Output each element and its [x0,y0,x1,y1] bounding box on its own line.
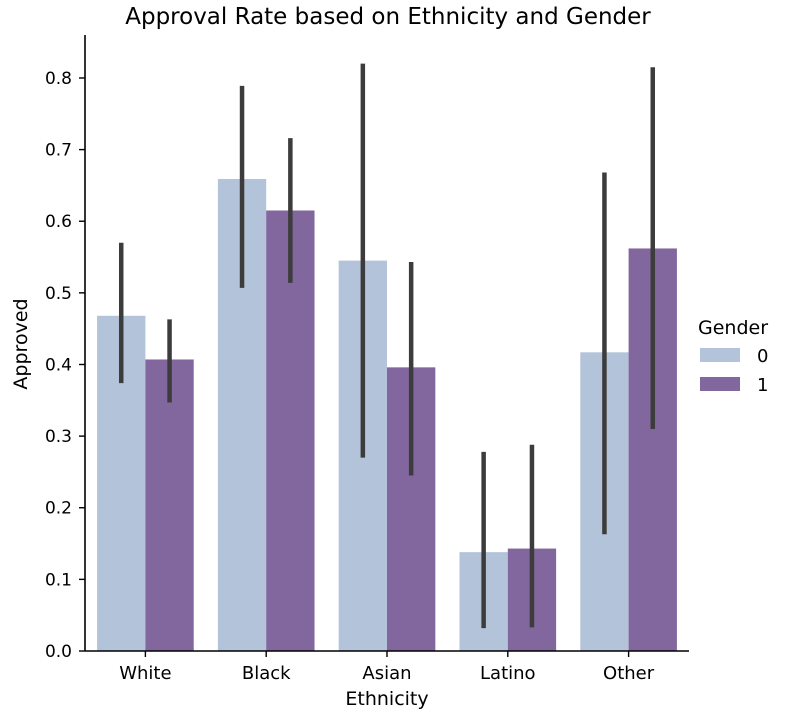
x-axis-label: Ethnicity [345,688,428,710]
bar-white-gender-1 [145,359,194,651]
legend-items: 01 [700,346,768,396]
x-ticks: White Black Asian Latino Other [119,651,655,684]
y-tick-label: 0.8 [45,69,72,89]
legend-swatch-gender-1 [700,377,740,391]
x-tick-label-latino: Latino [480,663,536,684]
legend-label-gender-0: 0 [757,346,768,367]
y-tick-label: 0.5 [45,284,72,304]
y-tick-label: 0.1 [45,570,72,590]
x-tick-label-white: White [119,663,171,684]
y-ticks: 0.0 0.1 0.2 0.3 0.4 0.5 0.6 0.7 0.8 [45,69,85,662]
legend-swatch-gender-0 [700,348,740,362]
chart-title: Approval Rate based on Ethnicity and Gen… [125,4,651,30]
bars [97,178,677,652]
x-tick-label-black: Black [242,663,291,684]
y-tick-label: 0.2 [45,499,72,519]
y-tick-label: 0.4 [45,355,72,375]
legend-label-gender-1: 1 [757,375,768,396]
y-tick-label: 0.7 [45,141,72,161]
bar-black-gender-1 [266,210,315,652]
y-tick-label: 0.6 [45,212,72,232]
y-tick-label: 0.3 [45,427,72,447]
y-tick-label: 0.0 [45,642,72,662]
y-axis-label: Approved [10,298,32,389]
x-tick-label-other: Other [603,663,655,684]
legend-title: Gender [698,317,768,339]
x-tick-label-asian: Asian [362,663,411,684]
error-bars [118,63,656,629]
legend: Gender 01 [698,317,768,396]
